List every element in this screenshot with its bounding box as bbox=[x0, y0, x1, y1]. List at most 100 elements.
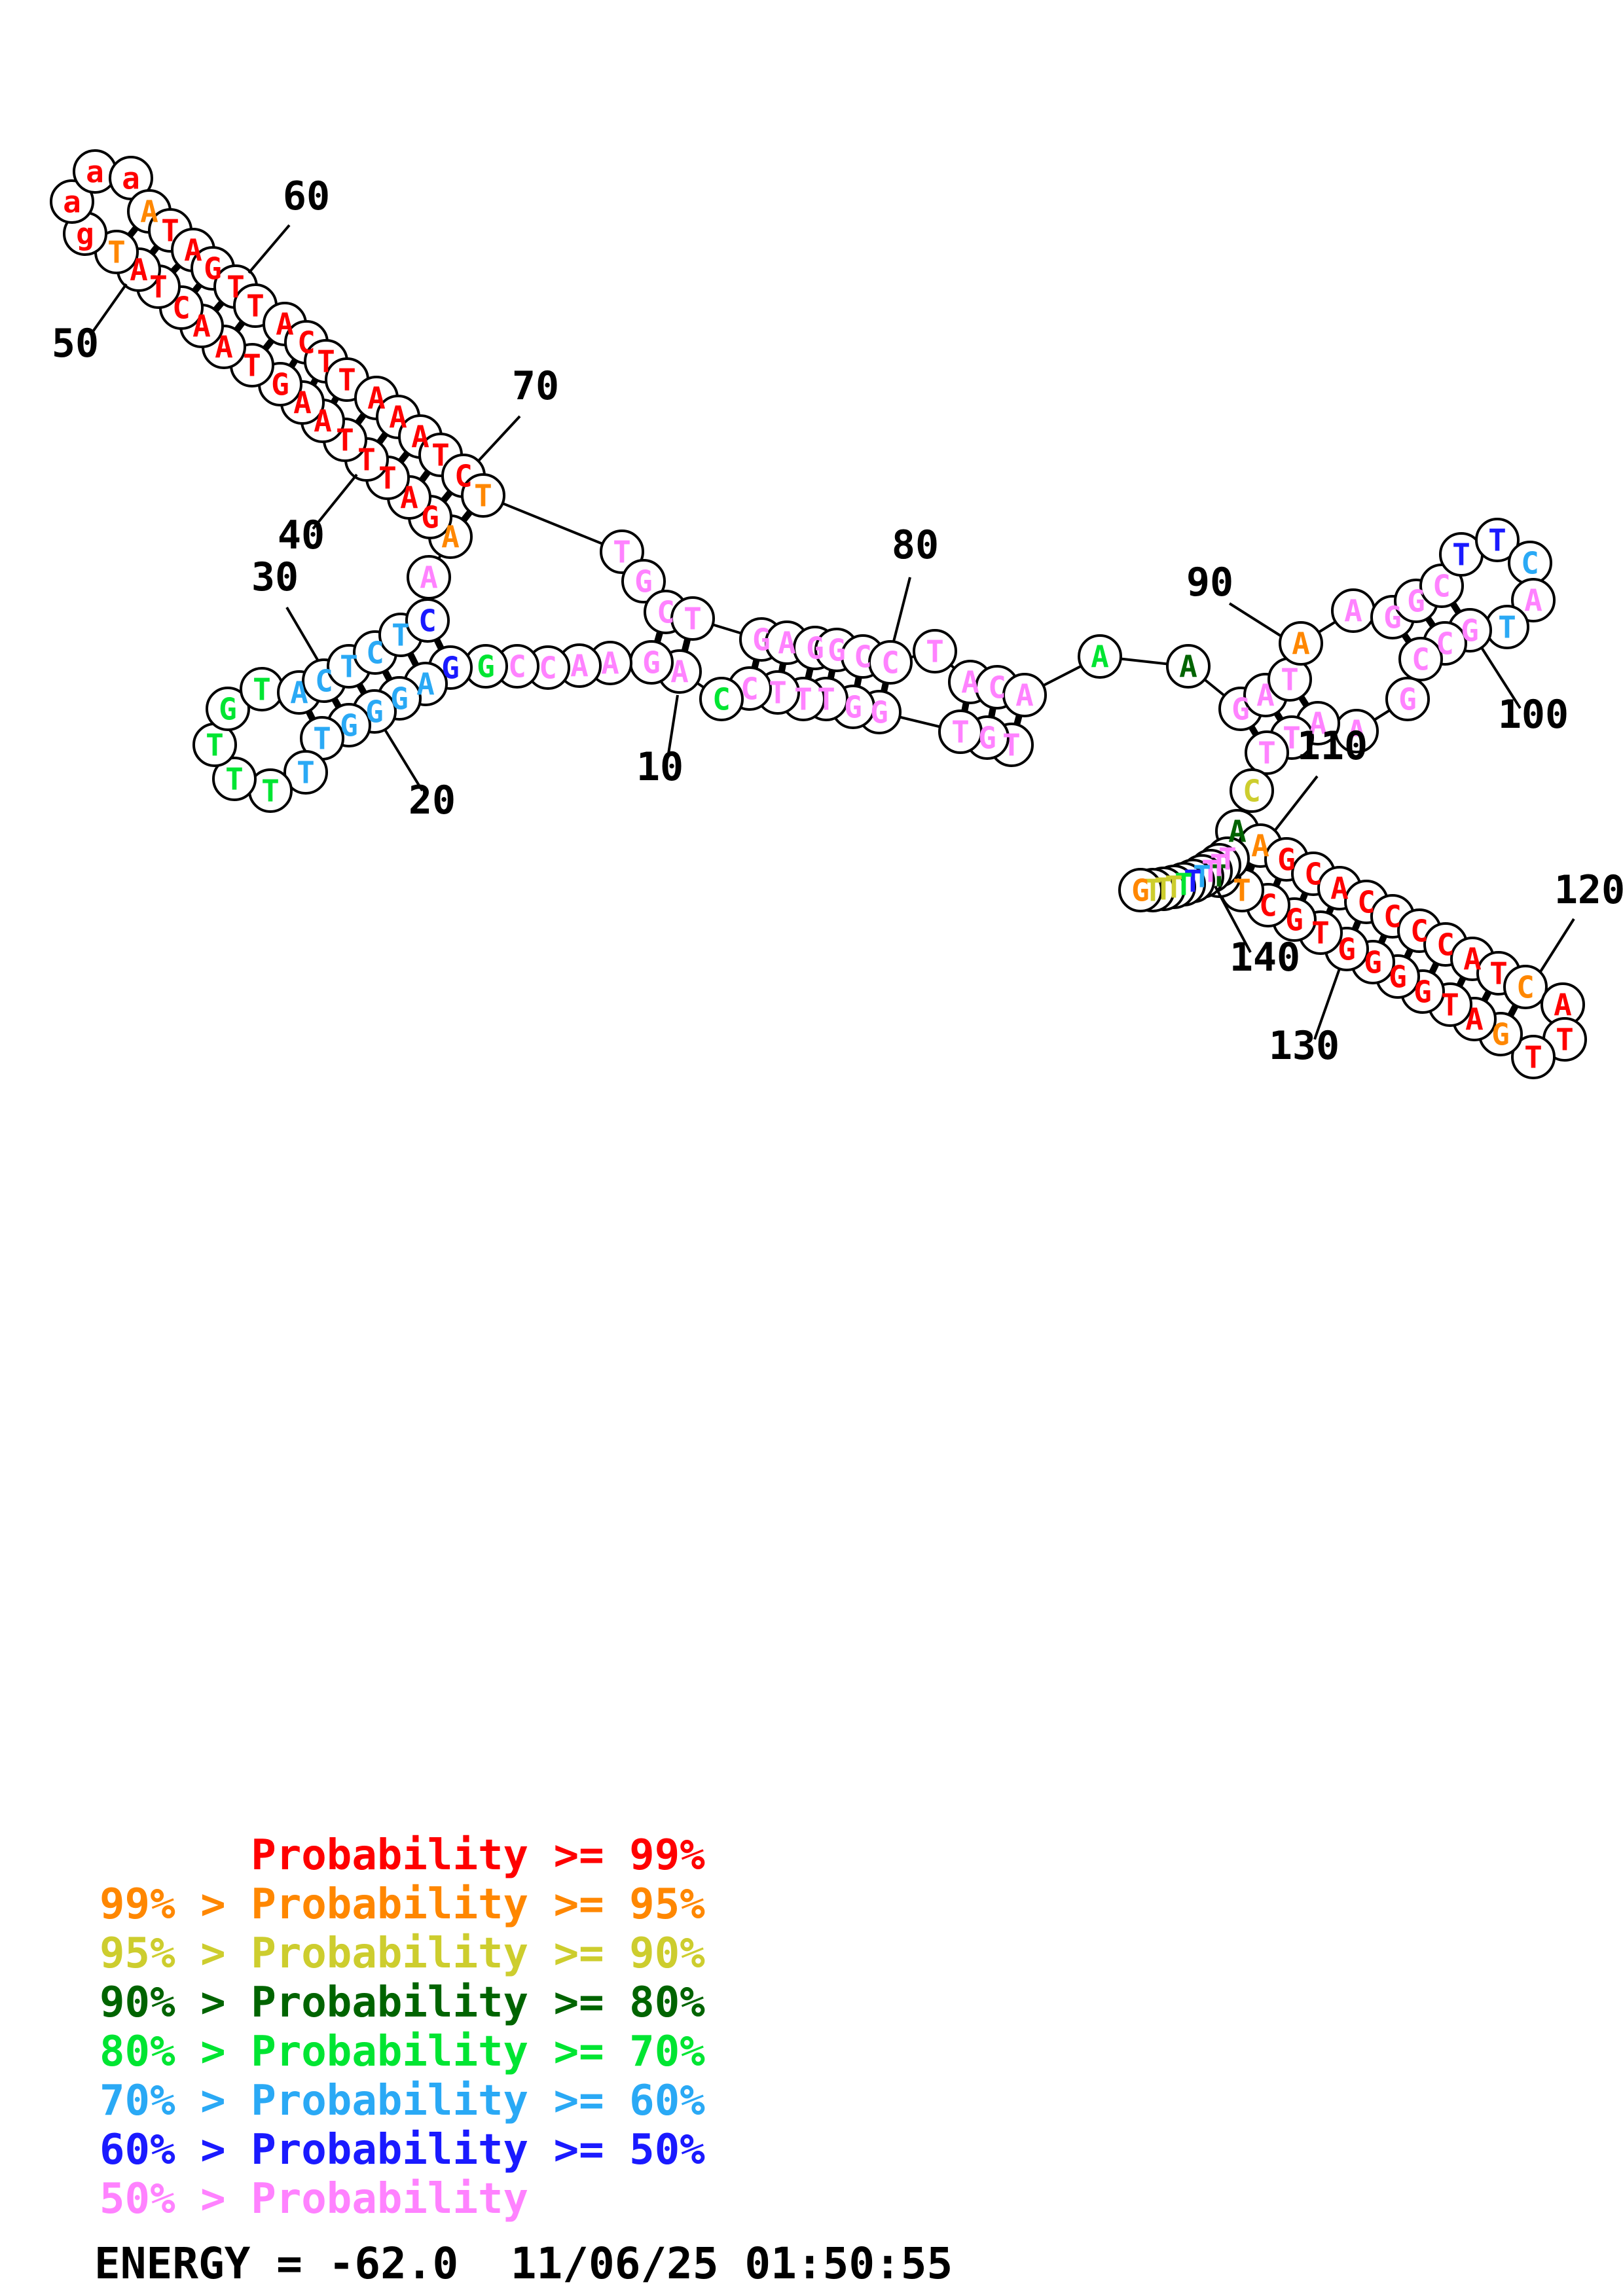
nucleotide-base-28: G bbox=[219, 692, 237, 727]
nucleotide-base-69: A bbox=[411, 420, 429, 455]
nucleotide-base-91: T bbox=[1281, 662, 1299, 698]
nucleotide-base-86: A bbox=[1015, 678, 1034, 713]
nucleotide-base-87: A bbox=[1091, 639, 1109, 675]
position-label-line-30 bbox=[285, 606, 319, 661]
position-label-line-80 bbox=[892, 577, 911, 642]
nucleotide-base-10: C bbox=[712, 682, 731, 717]
nucleotide-circle-100 bbox=[1511, 578, 1556, 622]
legend-row-8: 50% > Probability bbox=[100, 2175, 529, 2223]
nucleotide-base-53: g bbox=[76, 217, 94, 252]
position-label-20: 20 bbox=[409, 778, 456, 823]
nucleotide-base-71: C bbox=[454, 459, 473, 494]
nucleotide-base-105: G bbox=[1398, 682, 1417, 717]
nucleotide-base-112: A bbox=[1251, 829, 1269, 864]
nucleotide-base-19: A bbox=[416, 667, 435, 702]
nucleotide-circle-83 bbox=[913, 629, 957, 673]
nucleotide-base-2: G bbox=[978, 721, 996, 756]
nucleotide-base-79: G bbox=[806, 631, 824, 666]
nucleotide-base-74: G bbox=[634, 564, 653, 600]
nucleotide-base-143: T bbox=[1175, 867, 1193, 903]
nucleotide-base-109: T bbox=[1258, 736, 1276, 771]
position-label-line-90 bbox=[1228, 602, 1283, 637]
nucleotide-base-129: G bbox=[1413, 975, 1432, 1010]
nucleotide-base-14: A bbox=[570, 649, 589, 684]
nucleotide-base-41: T bbox=[357, 442, 376, 478]
position-label-10: 10 bbox=[636, 744, 684, 790]
nucleotide-base-44: A bbox=[293, 386, 312, 421]
nucleotide-base-66: T bbox=[338, 363, 356, 398]
nucleotide-base-123: A bbox=[1554, 988, 1572, 1023]
nucleotide-base-130: G bbox=[1389, 960, 1407, 995]
nucleotide-circle-26 bbox=[212, 757, 257, 801]
nucleotide-base-80: G bbox=[828, 633, 846, 668]
nucleotide-base-50: T bbox=[149, 270, 168, 305]
nucleotide-base-120: A bbox=[1463, 942, 1482, 977]
nucleotide-base-40: T bbox=[378, 461, 397, 496]
nucleotide-base-27: T bbox=[206, 728, 224, 763]
position-label-70: 70 bbox=[512, 363, 559, 409]
nucleotide-base-6: T bbox=[817, 682, 835, 717]
nucleotide-base-42: T bbox=[336, 423, 354, 458]
position-label-line-70 bbox=[477, 415, 521, 463]
legend-row-3: 95% > Probability >= 90% bbox=[100, 1929, 705, 1978]
nucleotide-base-54: a bbox=[63, 185, 81, 220]
nucleotide-base-49: C bbox=[172, 291, 191, 326]
nucleotide-base-138: T bbox=[1218, 842, 1237, 877]
position-label-line-130 bbox=[1313, 968, 1341, 1040]
nucleotide-base-75: C bbox=[657, 595, 675, 630]
nucleotide-base-56: a bbox=[122, 161, 140, 196]
nucleotide-base-72: T bbox=[474, 478, 492, 514]
nucleotide-base-58: T bbox=[161, 213, 179, 249]
nucleotide-base-13: A bbox=[601, 646, 619, 681]
nucleotide-base-59: A bbox=[184, 233, 202, 268]
nucleotide-base-67: A bbox=[367, 381, 386, 416]
nucleotide-base-16: C bbox=[508, 649, 526, 685]
nucleotide-base-98: T bbox=[1488, 523, 1506, 558]
nucleotide-base-21: G bbox=[365, 694, 384, 730]
nucleotide-circle-82 bbox=[868, 640, 913, 685]
nucleotide-base-61: T bbox=[227, 270, 245, 305]
nucleotide-circle-3 bbox=[938, 709, 983, 754]
nucleotide-base-29: T bbox=[253, 672, 271, 708]
nucleotide-base-95: G bbox=[1407, 584, 1425, 619]
nucleotide-base-76: T bbox=[684, 601, 702, 637]
nucleotide-base-115: A bbox=[1330, 871, 1349, 906]
nucleotide-base-101: T bbox=[1498, 610, 1516, 645]
nucleotide-base-139: T bbox=[1210, 848, 1228, 884]
position-label-line-60 bbox=[247, 224, 291, 274]
nucleotide-base-3: T bbox=[951, 715, 970, 750]
nucleotide-circle-74 bbox=[621, 559, 666, 603]
nucleotide-base-52: T bbox=[107, 235, 126, 270]
nucleotide-circle-104 bbox=[1398, 637, 1443, 681]
nucleotide-base-141: T bbox=[1193, 859, 1211, 895]
nucleotide-base-60: G bbox=[204, 251, 222, 287]
nucleotide-base-84: A bbox=[961, 665, 979, 700]
nucleotide-base-46: T bbox=[243, 348, 261, 384]
nucleotide-base-126: G bbox=[1491, 1017, 1510, 1052]
nucleotide-base-43: A bbox=[314, 404, 332, 439]
nucleotide-base-20: G bbox=[390, 681, 409, 717]
nucleotide-base-116: C bbox=[1357, 885, 1376, 920]
nucleotide-circle-92 bbox=[1279, 621, 1323, 666]
nucleotide-base-145: T bbox=[1154, 872, 1173, 907]
nucleotide-base-45: G bbox=[271, 367, 289, 403]
nucleotide-base-62: T bbox=[246, 289, 264, 324]
nucleotide-base-99: C bbox=[1521, 546, 1539, 581]
nucleotide-base-113: G bbox=[1277, 842, 1296, 878]
nucleotide-base-18: G bbox=[441, 651, 460, 686]
nucleotide-base-136: T bbox=[1233, 873, 1251, 908]
position-label-line-140 bbox=[1214, 886, 1252, 953]
nucleotide-base-140: T bbox=[1201, 854, 1220, 889]
nucleotide-circle-54 bbox=[50, 179, 94, 224]
position-label-line-20 bbox=[384, 728, 424, 792]
nucleotide-base-89: G bbox=[1231, 692, 1250, 727]
nucleotide-base-26: T bbox=[225, 762, 244, 797]
nucleotide-circle-105 bbox=[1385, 677, 1430, 721]
nucleotide-base-8: T bbox=[769, 675, 787, 711]
legend-row-6: 70% > Probability >= 60% bbox=[100, 2077, 705, 2125]
nucleotide-base-64: C bbox=[297, 325, 316, 361]
legend-row-5: 80% > Probability >= 70% bbox=[100, 2028, 705, 2076]
